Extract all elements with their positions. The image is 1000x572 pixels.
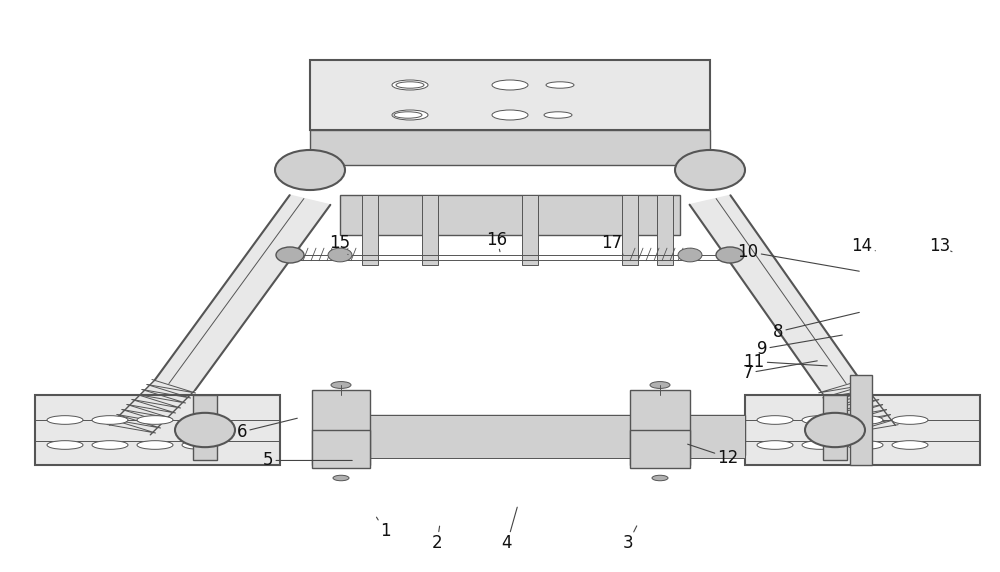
Text: 17: 17 bbox=[601, 234, 623, 255]
Ellipse shape bbox=[333, 475, 349, 480]
Ellipse shape bbox=[802, 440, 838, 450]
Bar bbox=[340, 195, 680, 235]
Bar bbox=[823, 395, 847, 460]
Bar bbox=[362, 195, 378, 265]
Ellipse shape bbox=[331, 382, 351, 388]
Ellipse shape bbox=[805, 413, 865, 447]
Bar bbox=[35, 395, 280, 465]
Text: 9: 9 bbox=[757, 335, 842, 358]
Ellipse shape bbox=[802, 416, 838, 424]
Text: 16: 16 bbox=[486, 231, 508, 252]
Ellipse shape bbox=[47, 416, 83, 424]
Bar bbox=[312, 390, 370, 465]
Ellipse shape bbox=[492, 80, 528, 90]
Ellipse shape bbox=[392, 80, 428, 90]
Text: 6: 6 bbox=[237, 418, 297, 441]
Ellipse shape bbox=[650, 382, 670, 388]
Ellipse shape bbox=[182, 440, 218, 450]
Text: 15: 15 bbox=[329, 234, 351, 255]
Polygon shape bbox=[155, 195, 330, 390]
Bar bbox=[312, 430, 370, 468]
Bar bbox=[850, 375, 872, 465]
Ellipse shape bbox=[137, 440, 173, 450]
Bar bbox=[522, 195, 538, 265]
Ellipse shape bbox=[92, 440, 128, 450]
Bar bbox=[630, 390, 690, 465]
Bar bbox=[657, 195, 673, 265]
Polygon shape bbox=[820, 380, 895, 435]
Ellipse shape bbox=[757, 440, 793, 450]
Ellipse shape bbox=[275, 150, 345, 190]
Bar bbox=[422, 195, 438, 265]
Ellipse shape bbox=[716, 247, 744, 263]
Polygon shape bbox=[110, 380, 195, 435]
Bar bbox=[335, 415, 745, 458]
Ellipse shape bbox=[847, 440, 883, 450]
Ellipse shape bbox=[396, 82, 424, 88]
Ellipse shape bbox=[92, 416, 128, 424]
Text: 5: 5 bbox=[263, 451, 352, 470]
Text: 14: 14 bbox=[851, 237, 875, 255]
Ellipse shape bbox=[544, 112, 572, 118]
Ellipse shape bbox=[892, 440, 928, 450]
Ellipse shape bbox=[276, 247, 304, 263]
Text: 12: 12 bbox=[688, 444, 739, 467]
Text: 7: 7 bbox=[743, 361, 817, 382]
Text: 11: 11 bbox=[743, 352, 827, 371]
Text: 10: 10 bbox=[737, 243, 859, 271]
Ellipse shape bbox=[546, 82, 574, 88]
Bar bbox=[745, 395, 980, 465]
Ellipse shape bbox=[757, 416, 793, 424]
Ellipse shape bbox=[394, 112, 422, 118]
Bar bbox=[193, 395, 217, 460]
Bar bbox=[310, 60, 710, 130]
Ellipse shape bbox=[678, 248, 702, 262]
Bar bbox=[630, 430, 690, 468]
Bar bbox=[335, 415, 745, 455]
Ellipse shape bbox=[847, 416, 883, 424]
Text: 1: 1 bbox=[376, 517, 390, 540]
Text: 2: 2 bbox=[432, 526, 442, 553]
Text: 3: 3 bbox=[623, 526, 637, 553]
Ellipse shape bbox=[892, 416, 928, 424]
Bar bbox=[310, 130, 710, 165]
Ellipse shape bbox=[675, 150, 745, 190]
Polygon shape bbox=[690, 195, 860, 390]
Ellipse shape bbox=[137, 416, 173, 424]
Text: 13: 13 bbox=[929, 237, 952, 255]
Ellipse shape bbox=[47, 440, 83, 450]
Ellipse shape bbox=[182, 416, 218, 424]
Ellipse shape bbox=[652, 475, 668, 480]
Text: 4: 4 bbox=[502, 507, 517, 553]
Ellipse shape bbox=[392, 110, 428, 120]
Ellipse shape bbox=[328, 248, 352, 262]
Ellipse shape bbox=[492, 110, 528, 120]
Bar bbox=[622, 195, 638, 265]
Ellipse shape bbox=[175, 413, 235, 447]
Text: 8: 8 bbox=[773, 312, 859, 341]
